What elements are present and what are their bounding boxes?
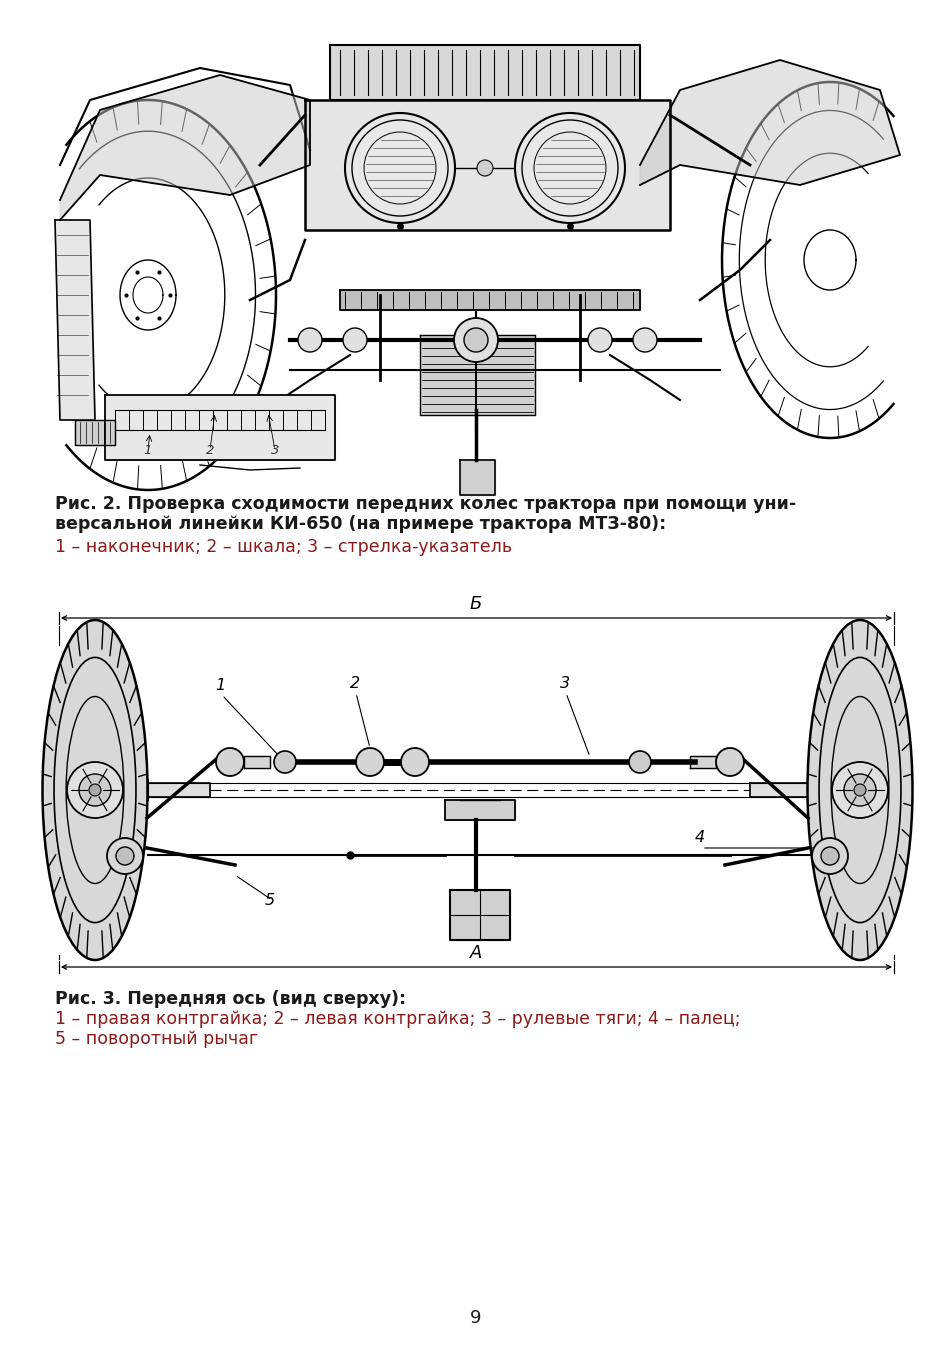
Text: 9: 9 [469, 1310, 482, 1327]
Polygon shape [689, 756, 715, 768]
Circle shape [853, 784, 865, 796]
Circle shape [107, 838, 143, 873]
Text: 2: 2 [349, 676, 360, 691]
Polygon shape [340, 290, 640, 310]
Circle shape [343, 328, 367, 352]
Text: А: А [469, 944, 482, 963]
Text: 5: 5 [265, 892, 275, 909]
Text: Рис. 2. Проверка сходимости передних колес трактора при помощи уни-: Рис. 2. Проверка сходимости передних кол… [55, 495, 796, 513]
Polygon shape [420, 335, 534, 414]
Text: 1: 1 [215, 678, 225, 693]
Text: 1 – наконечник; 2 – шкала; 3 – стрелка-указатель: 1 – наконечник; 2 – шкала; 3 – стрелка-у… [55, 539, 511, 556]
Ellipse shape [806, 620, 912, 960]
Text: версальной линейки КИ-650 (на примере трактора МТЗ-80):: версальной линейки КИ-650 (на примере тр… [55, 514, 665, 533]
Circle shape [843, 774, 875, 806]
Text: Рис. 3. Передняя ось (вид сверху):: Рис. 3. Передняя ось (вид сверху): [55, 990, 406, 1008]
Circle shape [356, 748, 384, 776]
Circle shape [67, 761, 123, 818]
Polygon shape [75, 420, 115, 446]
Circle shape [831, 761, 887, 818]
Polygon shape [305, 100, 669, 230]
Circle shape [820, 846, 838, 865]
Text: 2: 2 [206, 444, 214, 458]
Circle shape [628, 751, 650, 774]
Text: 1 – правая контргайка; 2 – левая контргайка; 3 – рулевые тяги; 4 – палец;: 1 – правая контргайка; 2 – левая контрга… [55, 1010, 740, 1027]
Circle shape [401, 748, 428, 776]
Circle shape [274, 751, 296, 774]
Text: 1: 1 [144, 444, 152, 458]
Circle shape [514, 113, 625, 223]
Circle shape [477, 161, 492, 176]
Polygon shape [60, 76, 309, 220]
Polygon shape [105, 396, 335, 460]
Circle shape [89, 784, 101, 796]
Polygon shape [640, 59, 899, 185]
Text: 5 – поворотный рычаг: 5 – поворотный рычаг [55, 1030, 258, 1048]
Circle shape [79, 774, 110, 806]
Circle shape [453, 319, 498, 362]
Text: 3: 3 [560, 676, 569, 691]
Text: 4: 4 [694, 830, 704, 845]
Polygon shape [460, 460, 494, 495]
Circle shape [298, 328, 322, 352]
Circle shape [811, 838, 847, 873]
Polygon shape [55, 220, 95, 420]
Polygon shape [148, 783, 209, 796]
Circle shape [116, 846, 134, 865]
Circle shape [632, 328, 656, 352]
Polygon shape [449, 890, 509, 940]
Text: Б: Б [469, 595, 482, 613]
Circle shape [464, 328, 487, 352]
Polygon shape [749, 783, 809, 796]
Polygon shape [244, 756, 269, 768]
Polygon shape [445, 801, 514, 819]
Circle shape [345, 113, 454, 223]
Circle shape [587, 328, 611, 352]
Circle shape [715, 748, 744, 776]
Circle shape [216, 748, 244, 776]
Ellipse shape [43, 620, 148, 960]
Polygon shape [329, 45, 640, 100]
Text: 3: 3 [270, 444, 279, 458]
